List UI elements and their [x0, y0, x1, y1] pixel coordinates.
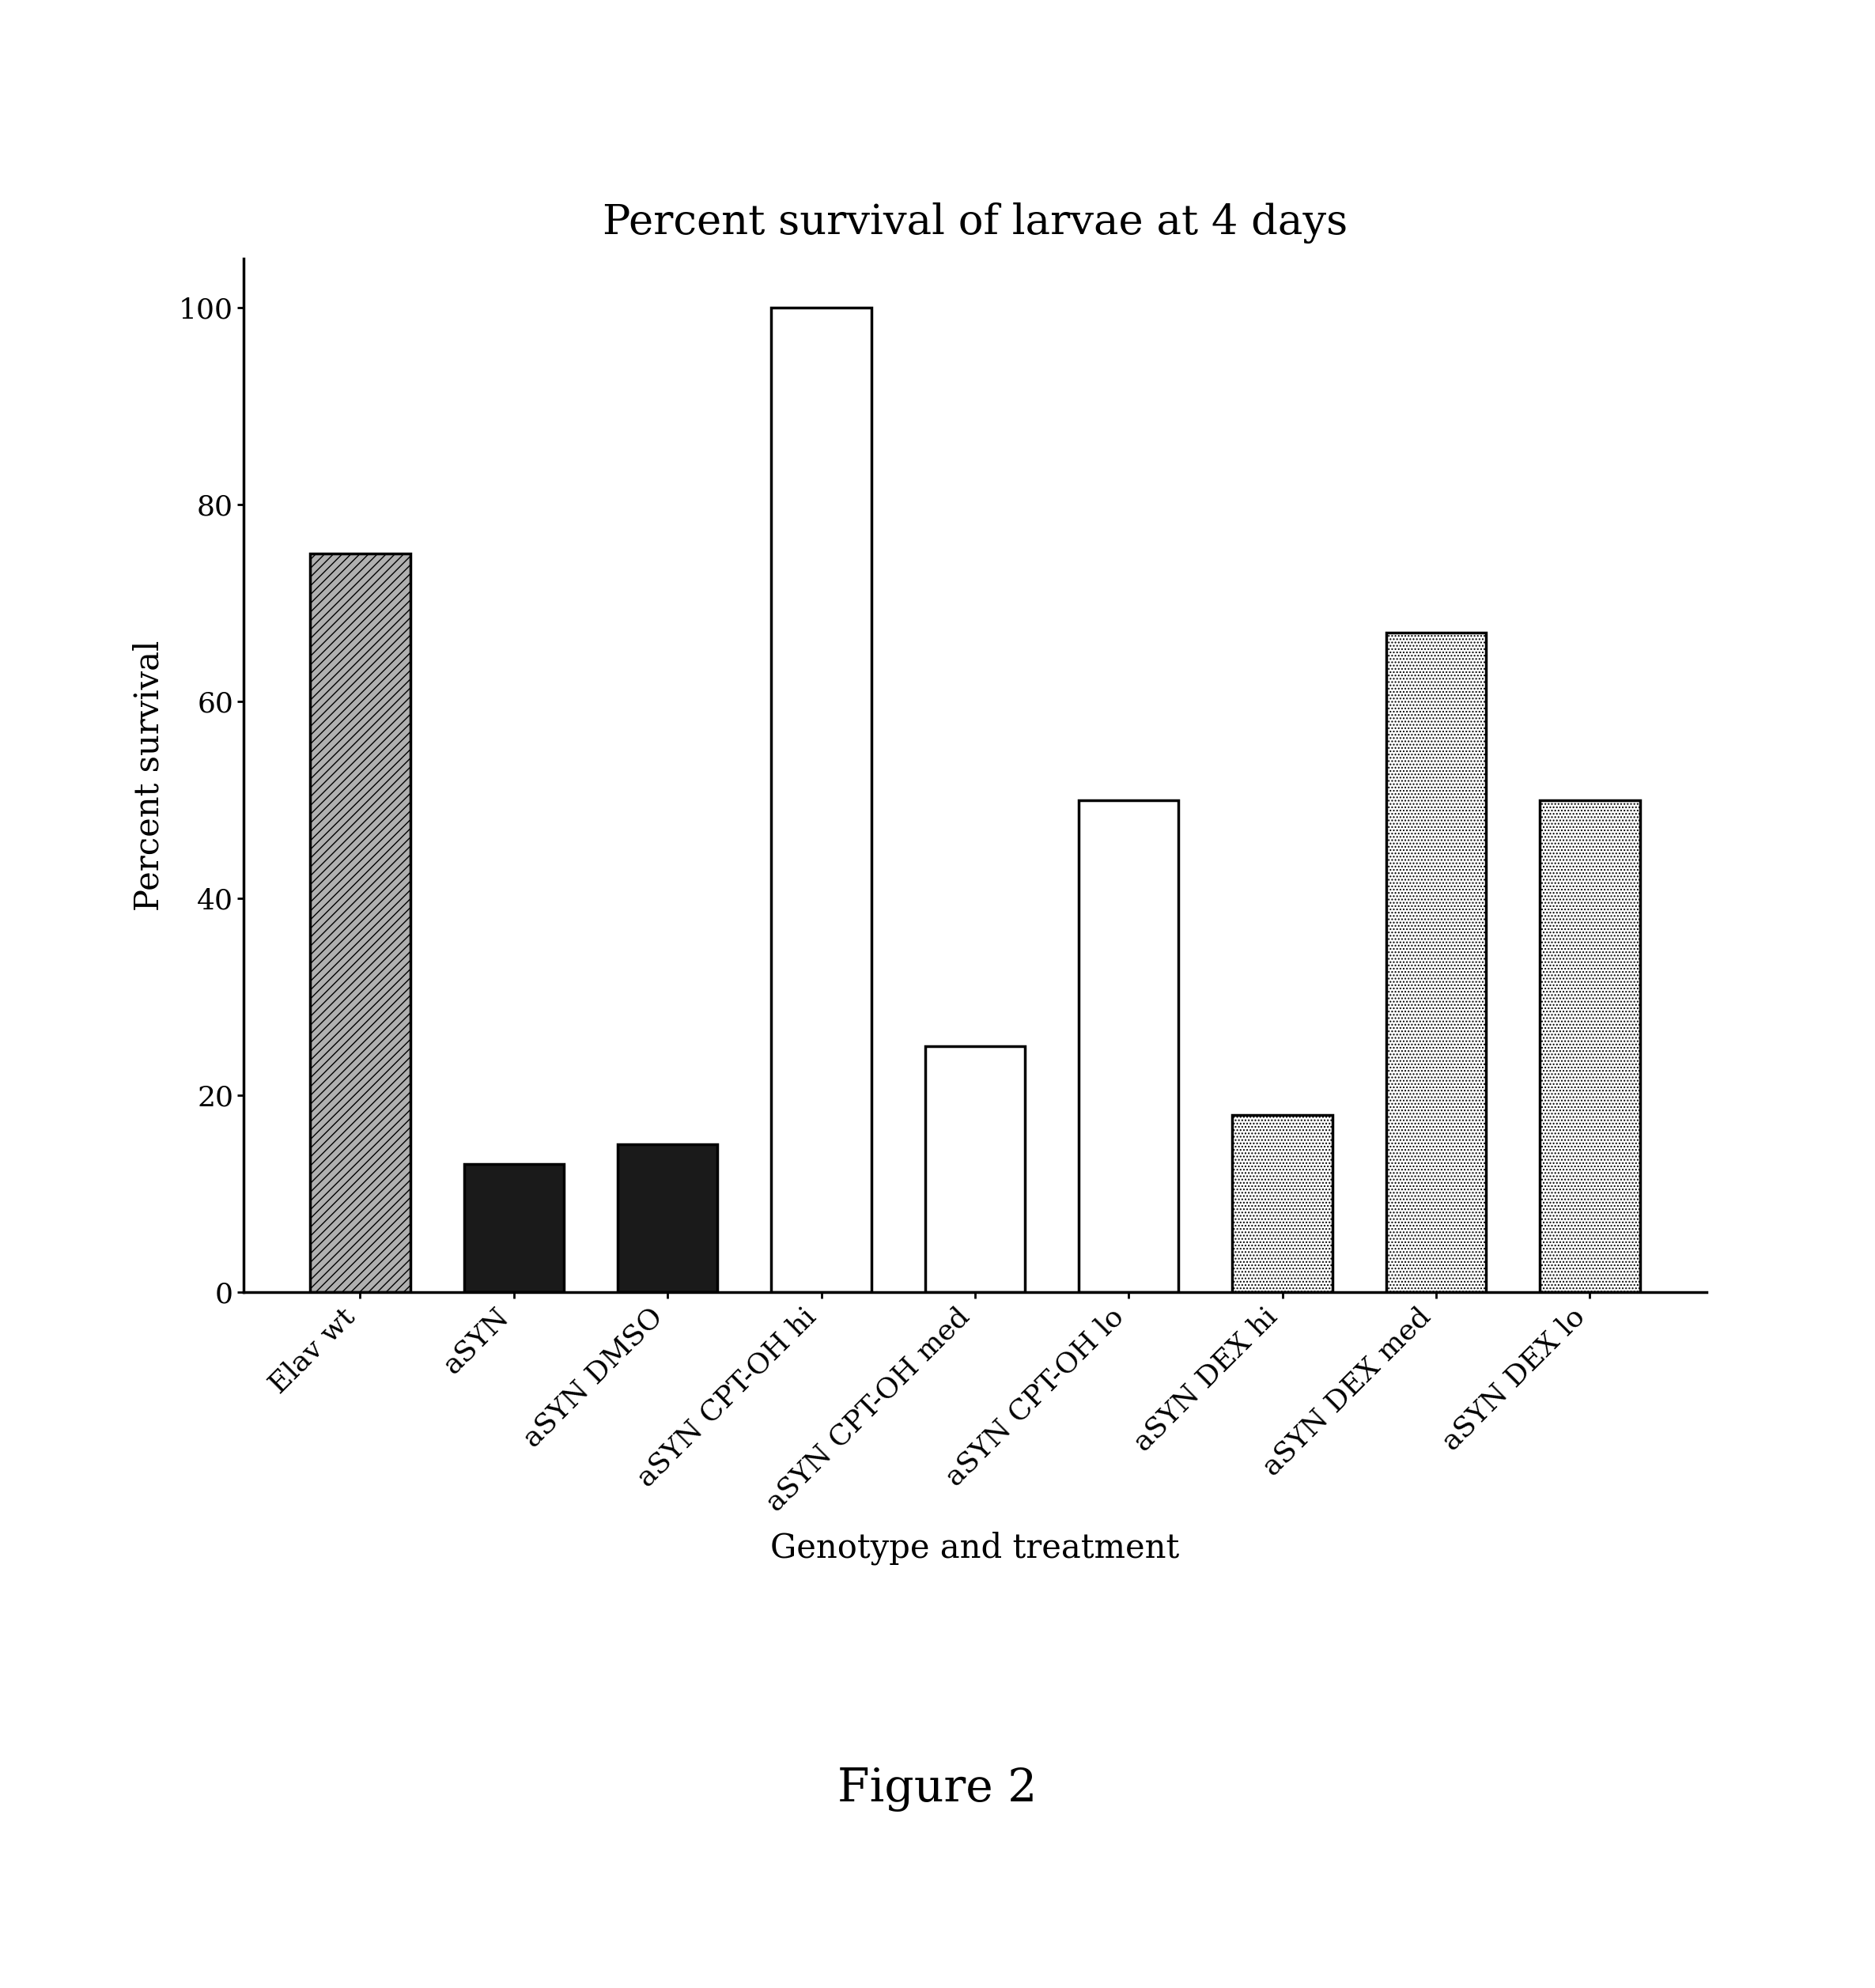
Title: Percent survival of larvae at 4 days: Percent survival of larvae at 4 days: [602, 203, 1348, 245]
Bar: [309, 555, 411, 1292]
Bar: [771, 308, 872, 1292]
Bar: [463, 1165, 564, 1292]
X-axis label: Genotype and treatment: Genotype and treatment: [771, 1531, 1179, 1565]
Text: Figure 2: Figure 2: [838, 1767, 1037, 1811]
Bar: [1539, 799, 1641, 1292]
Bar: [924, 1046, 1026, 1292]
Bar: [1232, 1115, 1333, 1292]
Y-axis label: Percent survival: Percent survival: [133, 640, 165, 911]
Bar: [617, 1145, 718, 1292]
Bar: [1078, 799, 1179, 1292]
Bar: [1386, 632, 1487, 1292]
